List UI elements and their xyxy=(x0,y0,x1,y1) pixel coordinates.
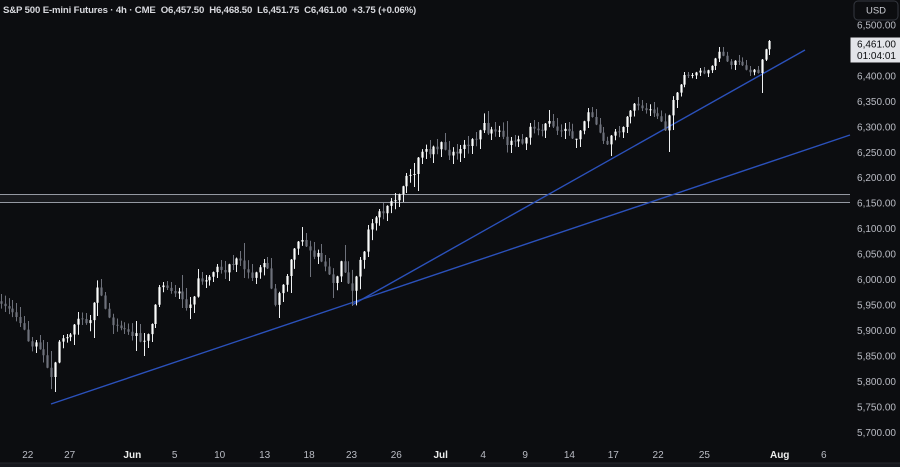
svg-text:5: 5 xyxy=(172,450,178,461)
svg-text:22: 22 xyxy=(653,450,665,461)
svg-text:5,800.00: 5,800.00 xyxy=(857,377,896,388)
svg-text:6,200.00: 6,200.00 xyxy=(857,173,896,184)
svg-text:5,900.00: 5,900.00 xyxy=(857,326,896,337)
svg-text:14: 14 xyxy=(564,450,576,461)
svg-text:USD: USD xyxy=(866,6,886,17)
svg-text:S&P 500 E-mini Futures · 4h ·: S&P 500 E-mini Futures · 4h · CME O6,457… xyxy=(3,5,416,16)
svg-text:6,500.00: 6,500.00 xyxy=(857,20,896,31)
svg-text:6,300.00: 6,300.00 xyxy=(857,122,896,133)
svg-text:6,400.00: 6,400.00 xyxy=(857,71,896,82)
svg-text:25: 25 xyxy=(699,450,711,461)
svg-text:17: 17 xyxy=(608,450,620,461)
svg-text:13: 13 xyxy=(259,450,271,461)
svg-text:9: 9 xyxy=(522,450,528,461)
svg-text:6: 6 xyxy=(821,450,827,461)
svg-text:18: 18 xyxy=(304,450,316,461)
svg-text:6,461.00: 6,461.00 xyxy=(857,40,896,51)
svg-text:27: 27 xyxy=(64,450,76,461)
svg-text:22: 22 xyxy=(22,450,34,461)
svg-text:26: 26 xyxy=(391,450,403,461)
svg-text:6,250.00: 6,250.00 xyxy=(857,148,896,159)
svg-text:6,000.00: 6,000.00 xyxy=(857,275,896,286)
svg-text:5,950.00: 5,950.00 xyxy=(857,301,896,312)
svg-text:23: 23 xyxy=(346,450,358,461)
svg-text:4: 4 xyxy=(480,450,486,461)
svg-text:6,100.00: 6,100.00 xyxy=(857,224,896,235)
svg-text:6,350.00: 6,350.00 xyxy=(857,97,896,108)
svg-text:5,700.00: 5,700.00 xyxy=(857,428,896,439)
svg-text:5,750.00: 5,750.00 xyxy=(857,403,896,414)
svg-text:Aug: Aug xyxy=(770,450,789,461)
svg-text:Jul: Jul xyxy=(433,450,448,461)
svg-text:10: 10 xyxy=(214,450,226,461)
svg-text:6,050.00: 6,050.00 xyxy=(857,250,896,261)
svg-text:5,850.00: 5,850.00 xyxy=(857,352,896,363)
svg-text:Jun: Jun xyxy=(123,450,141,461)
svg-text:01:04:01: 01:04:01 xyxy=(857,51,896,62)
svg-text:6,150.00: 6,150.00 xyxy=(857,199,896,210)
